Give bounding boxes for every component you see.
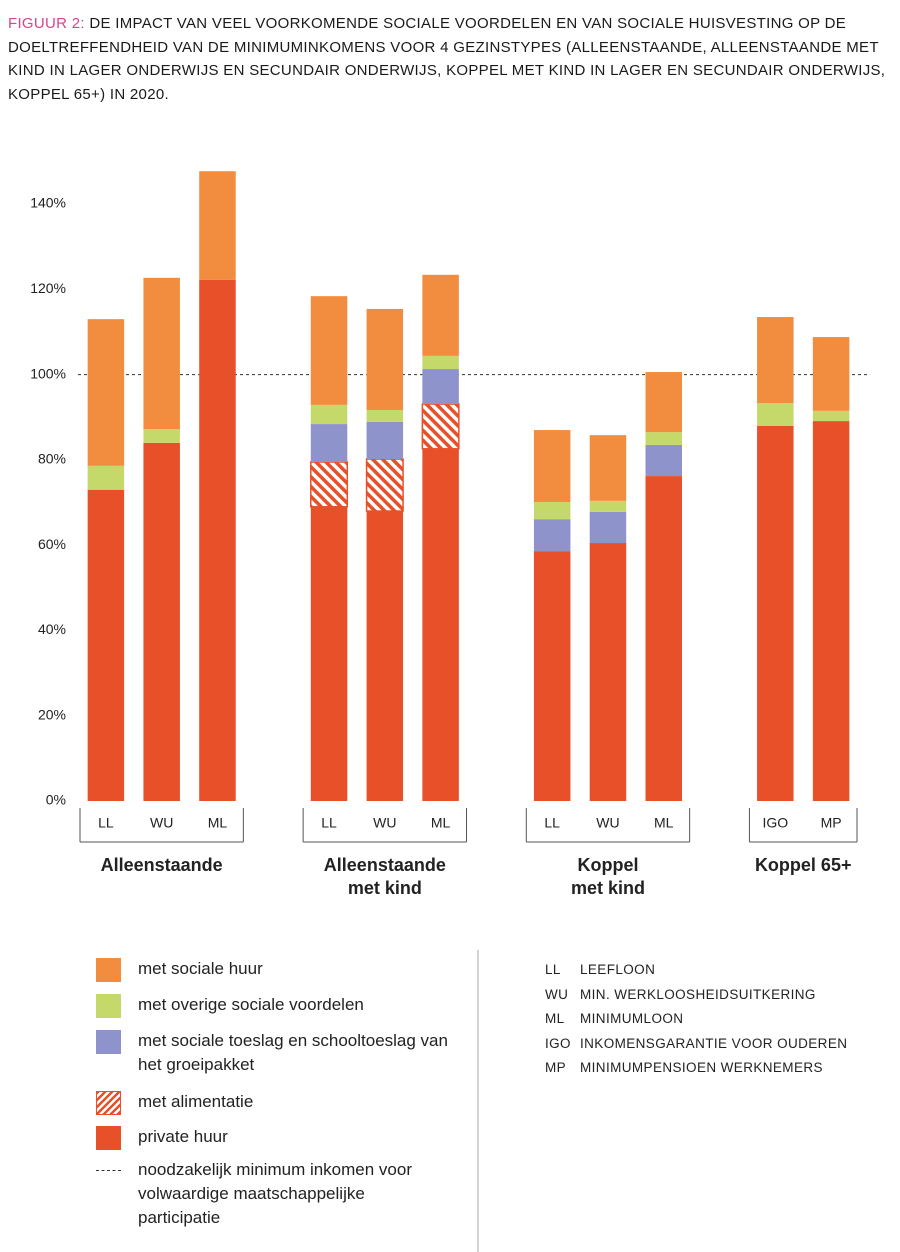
bar-segment	[310, 404, 348, 425]
x-tick-label: IGO	[762, 815, 788, 831]
bar-segment	[87, 465, 125, 490]
abbreviation-code: MP	[545, 1060, 567, 1075]
bar-segment	[645, 476, 682, 801]
bar-segment	[421, 403, 460, 450]
x-tick-label: LL	[321, 815, 337, 831]
bar-segment	[87, 319, 125, 466]
bar-segment	[533, 502, 571, 520]
bar-segment	[310, 296, 348, 405]
x-tick-label: ML	[654, 815, 674, 831]
bar-segment	[366, 308, 404, 410]
abbreviation-label: LEEFLOON	[580, 962, 656, 977]
abbreviation-code: WU	[545, 986, 569, 1002]
bar-segment	[533, 430, 571, 503]
bar-segment	[143, 429, 180, 443]
bar-segment	[366, 409, 404, 422]
abbreviation-label: INKOMENSGARANTIE VOOR OUDEREN	[580, 1035, 848, 1051]
legend-label: met alimentatie	[138, 1092, 254, 1111]
bar-segment	[589, 543, 627, 801]
bar-segment	[199, 279, 236, 801]
bar-segment	[757, 425, 794, 801]
bar-segment	[365, 458, 404, 512]
bar-segment	[422, 369, 459, 405]
bar-segment	[143, 277, 180, 430]
x-tick-label: MP	[821, 815, 842, 831]
abbreviation-label: MINIMUMPENSIOEN WERKNEMERS	[580, 1060, 823, 1075]
bar-segment	[199, 171, 236, 280]
group-label: met kind	[571, 878, 645, 898]
y-tick-label: 140%	[30, 195, 66, 211]
figure-label: FIGUUR 2:	[8, 15, 85, 32]
bar-segment	[645, 372, 682, 433]
y-tick-label: 80%	[38, 451, 66, 467]
abbreviation-code: ML	[545, 1011, 565, 1026]
bar-segment	[589, 500, 627, 512]
bar-segment	[310, 506, 348, 801]
abbreviation-code: LL	[545, 962, 561, 977]
group-label: Alleenstaande	[101, 855, 223, 875]
bar-segment	[645, 432, 682, 445]
group-label: Koppel	[577, 855, 638, 875]
legend-label: met sociale huur	[138, 959, 263, 978]
x-tick-label: LL	[544, 815, 560, 831]
x-tick-label: ML	[431, 815, 451, 831]
legend-label: private huur	[138, 1127, 228, 1146]
bar-segment	[422, 274, 459, 356]
legend-swatch	[96, 958, 121, 982]
group-label: Alleenstaande	[324, 855, 446, 875]
bar-segment	[310, 461, 349, 508]
bar-segment	[422, 355, 459, 370]
y-tick-label: 20%	[38, 706, 66, 722]
x-tick-label: WU	[596, 815, 619, 831]
legend-line	[96, 1170, 121, 1171]
bar-segment	[812, 410, 850, 422]
bar-segment	[533, 551, 571, 801]
legend-swatch	[96, 1126, 121, 1150]
chart-title: FIGUUR 2: DE IMPACT VAN VEEL VOORKOMENDE…	[8, 12, 892, 106]
y-tick-label: 0%	[46, 792, 66, 808]
bar-segment	[533, 519, 571, 552]
abbreviation-code: IGO	[545, 1035, 571, 1051]
bar-segment	[366, 421, 404, 460]
bar-segment	[366, 511, 404, 801]
legend-swatch	[96, 1091, 121, 1115]
abbreviation-label: MINIMUMLOON	[580, 1011, 684, 1026]
y-tick-label: 120%	[30, 280, 66, 296]
bar-segment	[589, 511, 627, 544]
y-tick-label: 60%	[38, 536, 66, 552]
bar-segment	[812, 337, 850, 411]
x-tick-label: WU	[373, 815, 396, 831]
legend-label: met sociale toeslag en schooltoeslag van…	[138, 1031, 448, 1074]
x-tick-label: WU	[150, 815, 173, 831]
bar-segment	[812, 421, 850, 801]
abbreviation-label: MIN. WERKLOOSHEIDSUITKERING	[580, 986, 816, 1002]
bar-segment	[422, 448, 459, 801]
legend-label: noodzakelijk minimum inkomen voor volwaa…	[138, 1160, 413, 1227]
bar-segment	[310, 424, 348, 463]
bar-segment	[757, 403, 794, 426]
y-tick-label: 100%	[30, 365, 66, 381]
x-tick-label: ML	[208, 815, 228, 831]
bar-segment	[589, 435, 627, 501]
title-text: DE IMPACT VAN VEEL VOORKOMENDE SOCIALE V…	[8, 15, 886, 103]
group-label: Koppel 65+	[755, 855, 852, 875]
legend-swatch	[96, 994, 121, 1018]
group-label: met kind	[348, 878, 422, 898]
x-tick-label: LL	[98, 815, 114, 831]
y-tick-label: 40%	[38, 621, 66, 637]
bar-segment	[143, 442, 180, 801]
legend-label: met overige sociale voordelen	[138, 995, 364, 1014]
bar-segment	[87, 489, 125, 801]
bar-segment	[645, 444, 682, 477]
bar-segment	[757, 317, 794, 404]
legend-swatch	[96, 1030, 121, 1054]
